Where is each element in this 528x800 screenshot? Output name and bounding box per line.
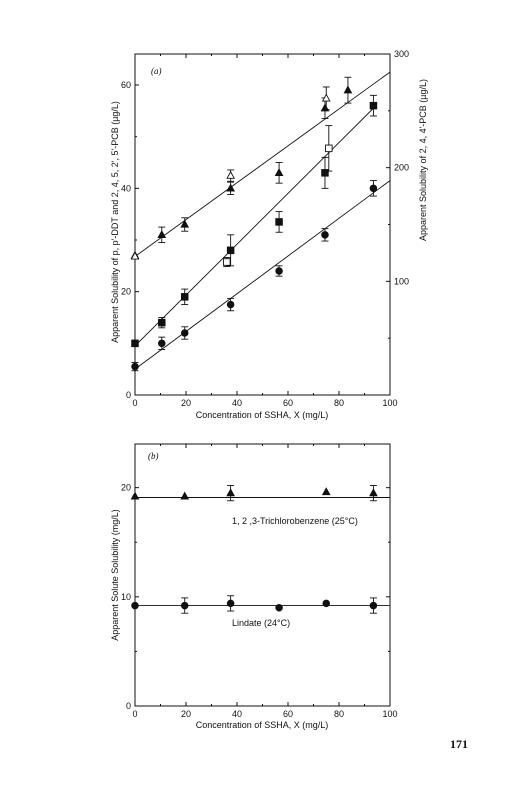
data-point-square: [223, 258, 231, 266]
plot-frame: [134, 443, 391, 707]
data-point-circle: [158, 339, 166, 348]
y-tick-label: 20: [121, 287, 131, 297]
x-axis-label: Concentration of SSHA, X (mg/L): [196, 410, 329, 420]
data-point-circle: [275, 267, 283, 275]
data-point-circle: [226, 300, 235, 309]
data-point-triangle: [369, 488, 378, 497]
data-point-triangle: [180, 219, 190, 228]
data-point-triangle: [226, 183, 235, 192]
data-point-triangle: [320, 103, 330, 112]
series-label-lindate: Lindate (24°C): [232, 618, 290, 628]
fit-line: [134, 107, 374, 347]
y-tick-label: 40: [121, 183, 131, 193]
data-point-triangle: [274, 167, 284, 176]
data-point-square: [275, 218, 283, 226]
y-tick-label: 0: [126, 701, 131, 711]
x-tick-label: 60: [283, 398, 293, 408]
x-tick-label: 40: [232, 398, 242, 408]
data-point-circle: [131, 601, 139, 610]
fit-line: [134, 180, 391, 370]
data-point-triangle: [321, 487, 331, 496]
data-point-square: [226, 246, 235, 255]
data-point-square: [369, 101, 378, 110]
data-point-circle: [226, 599, 235, 608]
x-tick-label: 20: [181, 709, 191, 719]
y-axis-label: Apparent Solute Solubility (mg/L): [110, 509, 120, 641]
data-point-triangle: [130, 491, 140, 500]
data-point-triangle: [130, 251, 140, 260]
data-point-square: [321, 169, 329, 177]
y-tick-label: 60: [121, 80, 131, 90]
x-axis-label: Concentration of SSHA, X (mg/L): [196, 720, 329, 730]
data-point-square: [158, 318, 166, 327]
x-tick-label: 60: [283, 709, 293, 719]
data-point-circle: [180, 601, 189, 610]
data-point-triangle: [180, 491, 190, 500]
data-point-triangle: [343, 85, 353, 94]
x-tick-label: 0: [132, 398, 137, 408]
data-point-circle: [321, 231, 329, 239]
data-point-circle: [275, 604, 283, 612]
x-tick-label: 80: [334, 709, 344, 719]
y-tick-label: 20: [121, 483, 131, 493]
x-tick-label: 20: [181, 398, 191, 408]
fit-line: [134, 71, 391, 257]
data-point-circle: [322, 599, 331, 608]
series-label-trichlorobenzene: 1, 2 ,3-Trichlorobenzene (25°C): [232, 516, 358, 526]
x-tick-label: 40: [232, 709, 242, 719]
y-tick-label: 10: [121, 592, 131, 602]
panel-label: (a): [151, 66, 162, 76]
data-point-circle: [180, 329, 189, 337]
page-number: 171: [450, 737, 468, 751]
data-point-triangle: [157, 229, 167, 238]
y2-tick-label: 300: [394, 49, 409, 59]
x-tick-label: 80: [334, 398, 344, 408]
plot-frame: [134, 53, 391, 396]
y-axis-label: Apparent Solubility of p, p'-DDT and 2, …: [110, 101, 120, 343]
y-tick-label: 0: [126, 390, 131, 400]
chart-panel-b: (b) 0 20 40 60 80 100 0 10 20 1, 2 ,3-Trichloro…: [110, 443, 398, 730]
data-point-square: [325, 144, 333, 153]
data-point-circle: [369, 601, 378, 610]
data-point-square: [180, 293, 189, 301]
x-tick-label: 100: [382, 398, 397, 408]
y2-tick-label: 100: [394, 276, 409, 286]
data-point-circle: [131, 362, 139, 371]
panel-label: (b): [148, 451, 159, 461]
y2-tick-label: 200: [394, 163, 409, 173]
x-tick-label: 100: [382, 709, 397, 719]
x-tick-label: 0: [132, 709, 137, 719]
data-point-triangle: [226, 488, 235, 497]
data-point-circle: [369, 184, 378, 193]
y2-axis-label: Apparent Solubility of 2, 4, 4'-PCB (µg/…: [418, 79, 428, 241]
chart-panel-a: (a) 0 20 40 60 80 100 0 20 40 60 100 200 300 Conce…: [110, 49, 428, 420]
data-point-triangle: [321, 93, 331, 102]
data-point-triangle: [226, 170, 235, 179]
